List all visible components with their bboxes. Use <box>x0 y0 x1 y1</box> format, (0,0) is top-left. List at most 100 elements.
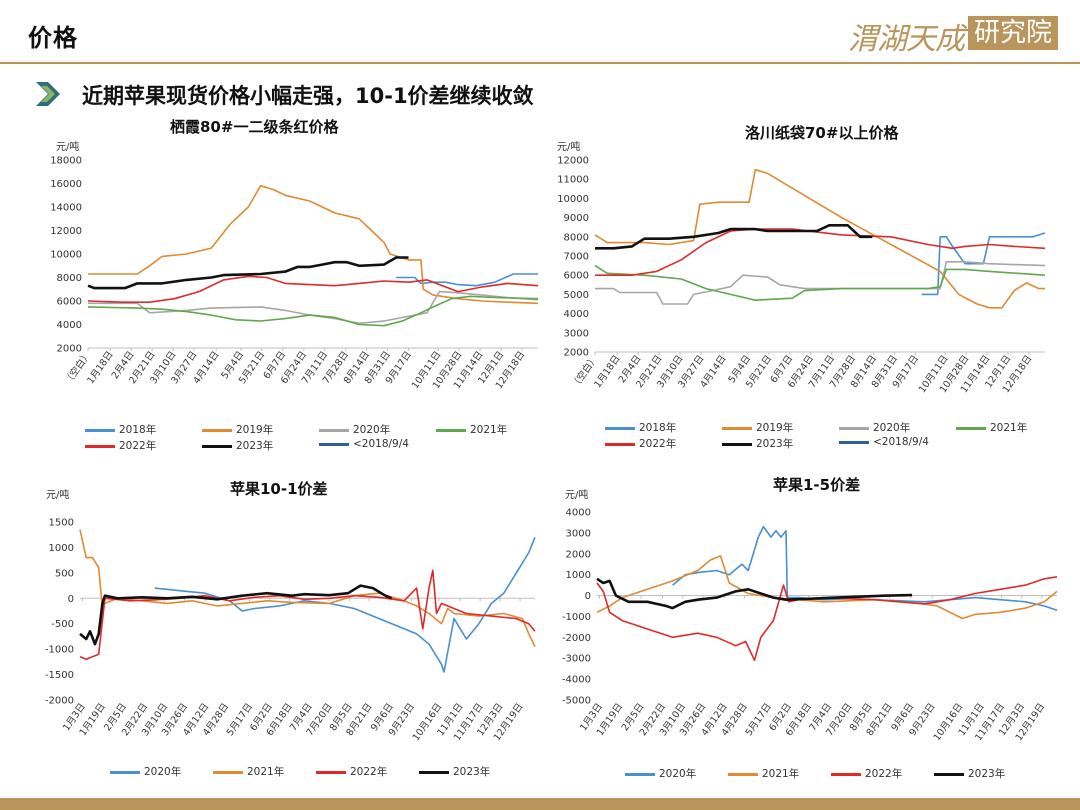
brand-logo: 渭湖天成 研究院 <box>848 12 1058 57</box>
y-tick-label: 4000 <box>566 508 591 519</box>
y-tick-label: 0 <box>68 594 74 605</box>
legend-swatch <box>625 772 655 776</box>
chart-spread-10-1: 苹果10-1价差 元/吨 -2000 -1500 -1000 -500 0 500 1000… <box>40 470 550 790</box>
y-tick-label: 0 <box>585 591 591 602</box>
y-tick-label: 12000 <box>50 226 82 237</box>
y-tick-label: -2000 <box>45 696 74 707</box>
legend-item: 2022年 <box>605 436 676 451</box>
logo-text-a: 渭湖天成 <box>848 22 965 57</box>
y-tick-label: 18000 <box>50 156 82 167</box>
legend-label: 2019年 <box>236 424 274 436</box>
series-line-2022年 <box>595 228 1046 276</box>
y-tick-label: -1000 <box>45 645 74 656</box>
legend-item: 2020年 <box>319 422 390 437</box>
y-tick-label: 6000 <box>564 271 589 282</box>
y-tick-label: 16000 <box>50 179 82 190</box>
y-tick-label: 12000 <box>557 156 589 167</box>
legend-swatch <box>839 426 869 430</box>
chart-spread-1-5: 苹果1-5价差 元/吨 -5000 -4000 -3000 -2000 -1000 0 10… <box>545 470 1065 790</box>
y-tick-label: 2000 <box>57 344 82 355</box>
legend-label: 2023年 <box>968 768 1006 780</box>
legend-item: 2022年 <box>85 438 156 453</box>
legend-item: 2023年 <box>722 436 793 451</box>
y-tick-label: 1000 <box>49 543 74 554</box>
y-tick-label: -2000 <box>562 633 591 644</box>
page-title: 价格 <box>28 24 78 52</box>
y-tick-label: 2000 <box>564 348 589 359</box>
chart-legend: 2018年 2019年 2020年 2021年 2022年 2023年 <2018/9/4 <box>605 420 1065 456</box>
y-unit: 元/吨 <box>56 142 80 153</box>
y-tick-label: 10000 <box>557 194 589 205</box>
y-tick-label: 11000 <box>557 175 589 186</box>
y-tick-label: -4000 <box>562 675 591 686</box>
legend-swatch <box>722 426 752 430</box>
y-tick-label: 8000 <box>57 273 82 284</box>
chart-qixia-price: 栖霞80#一二级条红价格 元/吨 2000 4000 6000 8000 10000 12… <box>40 110 550 460</box>
legend-item: <2018/9/4 <box>319 438 409 450</box>
legend-item: 2021年 <box>436 422 507 437</box>
y-tick-label: 14000 <box>50 203 82 214</box>
legend-swatch <box>956 426 986 430</box>
series-line-2022年 <box>79 569 536 661</box>
chart-luochuan-price: 洛川纸袋70#以上价格 元/吨 2000 3000 4000 5000 6000 7000… <box>545 110 1065 460</box>
series-line-2020年 <box>595 261 1046 305</box>
legend-item: 2020年 <box>839 420 910 435</box>
chart-legend: 2018年 2019年 2020年 2021年 2022年 2023年 <2018/9/4 <box>85 422 545 458</box>
chart-legend: 2020年 2021年 2022年 2023年 <box>110 764 540 784</box>
legend-item: 2023年 <box>934 766 1005 781</box>
legend-swatch <box>839 440 869 444</box>
y-tick-label: 4000 <box>564 309 589 320</box>
legend-label: 2019年 <box>756 422 794 434</box>
y-tick-label: 2000 <box>566 549 591 560</box>
legend-swatch <box>110 770 140 774</box>
legend-label: 2022年 <box>119 440 157 452</box>
legend-swatch <box>831 772 861 776</box>
legend-swatch <box>722 442 752 446</box>
legend-label: 2022年 <box>865 768 903 780</box>
legend-swatch <box>202 428 232 432</box>
legend-label: <2018/9/4 <box>873 436 929 448</box>
y-tick-label: 9000 <box>564 213 589 224</box>
legend-label: 2022年 <box>639 438 677 450</box>
series-line-2022年 <box>596 576 1058 662</box>
legend-label: 2018年 <box>639 422 677 434</box>
chart-title: 洛川纸袋70#以上价格 <box>745 124 899 142</box>
legend-label: 2021年 <box>470 424 508 436</box>
y-tick-label: 7000 <box>564 252 589 263</box>
y-tick-label: 1000 <box>566 570 591 581</box>
legend-swatch <box>319 442 349 446</box>
legend-item: 2021年 <box>956 420 1027 435</box>
chart-legend: 2020年 2021年 2022年 2023年 <box>625 766 1055 786</box>
legend-label: 2020年 <box>353 424 391 436</box>
legend-swatch <box>85 444 115 448</box>
line-chart: 2000 4000 6000 8000 10000 12000 14000 16000 1800… <box>50 156 539 391</box>
chart-title: 栖霞80#一二级条红价格 <box>170 118 339 136</box>
legend-swatch <box>316 770 346 774</box>
y-tick-label: -3000 <box>562 654 591 665</box>
y-tick-label: 6000 <box>57 297 82 308</box>
legend-swatch <box>728 772 758 776</box>
legend-label: 2023年 <box>236 440 274 452</box>
subtitle-text: 近期苹果现货价格小幅走强，10-1价差继续收敛 <box>82 84 534 108</box>
legend-item: 2022年 <box>831 766 902 781</box>
legend-label: 2020年 <box>873 422 911 434</box>
legend-swatch <box>202 444 232 448</box>
y-tick-label: 8000 <box>564 232 589 243</box>
legend-item: 2021年 <box>728 766 799 781</box>
y-tick-label: 5000 <box>564 290 589 301</box>
legend-item: <2018/9/4 <box>839 436 929 448</box>
series-line-2023年 <box>595 224 873 250</box>
y-unit: 元/吨 <box>46 490 70 501</box>
series-line-2021年 <box>87 295 539 327</box>
legend-item: 2021年 <box>213 764 284 779</box>
line-chart: 2000 3000 4000 5000 6000 7000 8000 9000 10000 110… <box>557 156 1046 395</box>
legend-label: 2021年 <box>247 766 285 778</box>
legend-label: 2023年 <box>453 766 491 778</box>
legend-item: 2020年 <box>625 766 696 781</box>
legend-item: 2018年 <box>605 420 676 435</box>
legend-swatch <box>319 428 349 432</box>
legend-item: 2018年 <box>85 422 156 437</box>
series-line-2023年 <box>596 577 913 610</box>
line-chart: -5000 -4000 -3000 -2000 -1000 0 1000 2000 3000 40… <box>562 508 1058 743</box>
series-line-2021年 <box>79 529 536 647</box>
